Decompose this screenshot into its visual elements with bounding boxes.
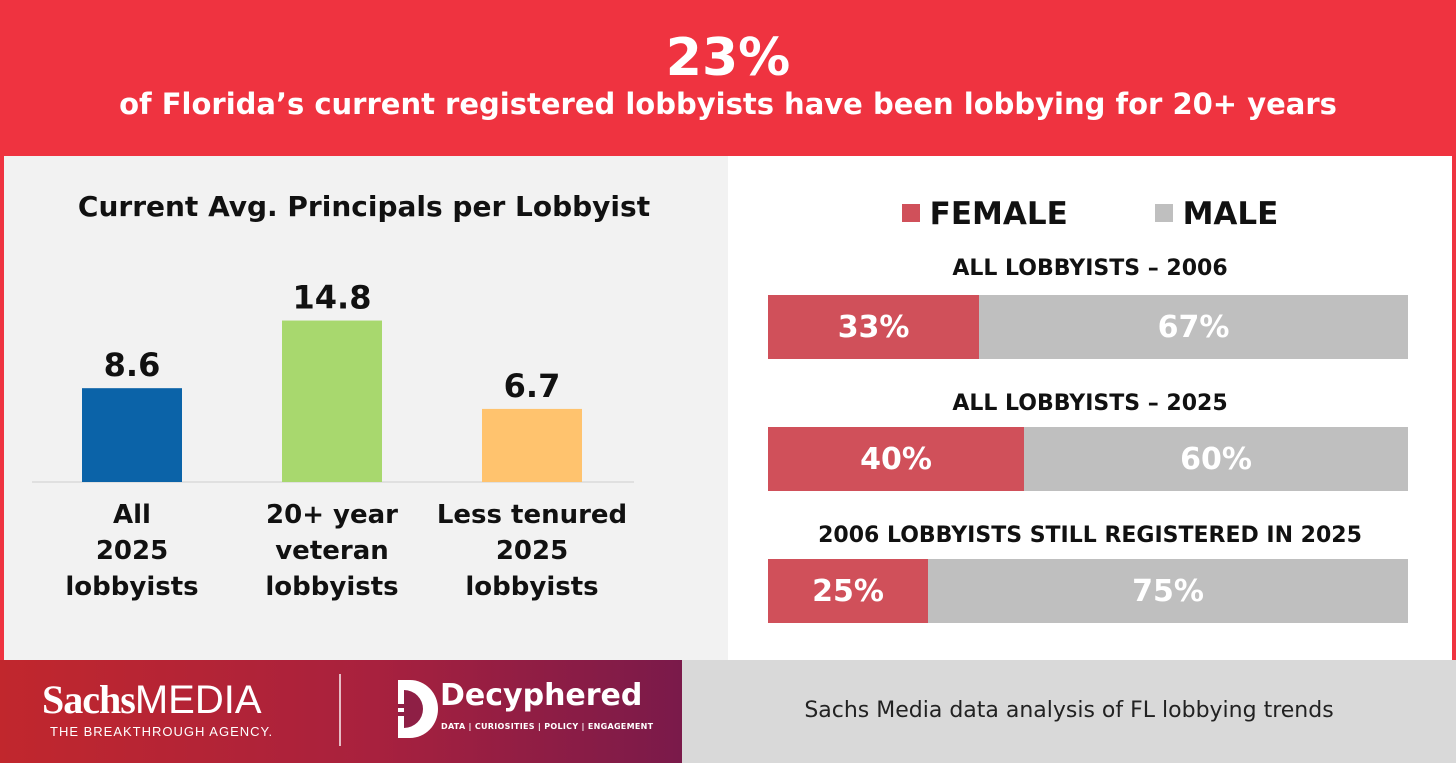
bar-2 xyxy=(282,320,382,482)
category-label-1-line-3: lobbyists xyxy=(65,572,198,602)
category-label-2-line-2: veteran xyxy=(275,536,389,566)
decyphered-tagline: DATA | CURIOSITIES | POLICY | ENGAGEMENT xyxy=(441,722,654,731)
footer-source-area: Sachs Media data analysis of FL lobbying… xyxy=(682,660,1456,763)
female-segment-2025: 40% xyxy=(768,427,1024,491)
legend-swatch-female xyxy=(901,204,920,222)
brand-name-media: MEDIA xyxy=(134,678,262,722)
legend-item-male: MALE xyxy=(1154,196,1279,232)
sachs-media-logo: SachsMEDIA xyxy=(42,676,262,723)
category-label-3-line-2: 2025 xyxy=(496,536,568,566)
bar-1 xyxy=(82,388,182,482)
headline-subtext: of Florida’s current registered lobbyist… xyxy=(119,87,1337,121)
legend-label-male: MALE xyxy=(1182,196,1279,232)
footer-brand-area: SachsMEDIA THE BREAKTHROUGH AGENCY. Decy… xyxy=(0,660,682,763)
group-title-still-registered: 2006 LOBBYISTS STILL REGISTERED IN 2025 xyxy=(818,523,1362,548)
legend-item-female: FEMALE xyxy=(901,196,1068,232)
category-label-2-line-1: 20+ year xyxy=(266,500,398,530)
bar-value-label-1: 8.6 xyxy=(104,346,161,384)
male-segment-2025: 60% xyxy=(1024,427,1408,491)
category-label-1-line-2: 2025 xyxy=(96,536,168,566)
headline-stat: 23% xyxy=(665,28,791,88)
brand-name-sachs: Sachs xyxy=(42,677,136,722)
bar-3 xyxy=(482,408,582,482)
bar-value-label-2: 14.8 xyxy=(293,279,372,317)
gender-legend: FEMALE MALE xyxy=(728,196,1452,232)
headline-banner: 23% of Florida’s current registered lobb… xyxy=(0,0,1456,156)
female-segment-2006: 33% xyxy=(768,295,980,359)
footer: SachsMEDIA THE BREAKTHROUGH AGENCY. Decy… xyxy=(0,660,1456,763)
category-label-1-line-1: All xyxy=(113,500,151,530)
legend-label-female: FEMALE xyxy=(929,196,1068,232)
brand-tagline: THE BREAKTHROUGH AGENCY. xyxy=(50,724,274,739)
bar-value-label-3: 6.7 xyxy=(504,367,561,405)
principals-chart-panel: Current Avg. Principals per Lobbyist 8.6… xyxy=(4,156,728,660)
chart-title: Current Avg. Principals per Lobbyist xyxy=(77,190,651,223)
category-label-3-line-3: lobbyists xyxy=(465,572,598,602)
group-title-2025: ALL LOBBYISTS – 2025 xyxy=(952,391,1228,416)
footer-divider xyxy=(339,674,341,746)
principals-bar-chart: 8.6 All 2025 lobbyists 14.8 20+ year veteran lo… xyxy=(32,279,634,602)
decyphered-name: Decyphered xyxy=(440,678,643,713)
category-label-2-line-3: lobbyists xyxy=(265,572,398,602)
category-label-3-line-1: Less tenured xyxy=(437,500,627,530)
female-segment-still-registered: 25% xyxy=(768,559,928,623)
gender-chart-panel: FEMALE MALE ALL LOBBYISTS – 2006 33% 67%… xyxy=(728,156,1452,660)
group-title-2006: ALL LOBBYISTS – 2006 xyxy=(952,256,1228,281)
source-note: Sachs Media data analysis of FL lobbying… xyxy=(804,698,1334,723)
gender-bar-2006: 33% 67% xyxy=(768,295,1408,359)
male-segment-2006: 67% xyxy=(979,295,1408,359)
legend-swatch-male xyxy=(1154,204,1173,222)
gender-bar-still-registered: 25% 75% xyxy=(768,559,1408,623)
decyphered-logo-icon xyxy=(398,680,438,738)
male-segment-still-registered: 75% xyxy=(928,559,1408,623)
gender-bar-2025: 40% 60% xyxy=(768,427,1408,491)
